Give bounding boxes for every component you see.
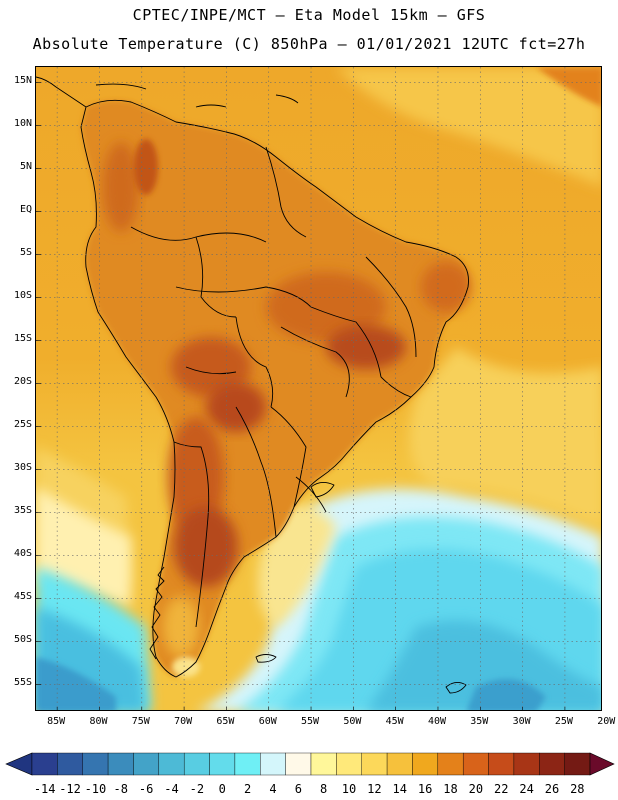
map-canvas xyxy=(36,67,601,710)
colorbar-high-end-triangle xyxy=(589,752,615,776)
coastline-overlay xyxy=(36,76,469,694)
colorbar-label: 18 xyxy=(443,782,458,796)
colorbar-swatch xyxy=(285,752,312,776)
colorbar-swatch xyxy=(209,752,236,776)
colorbar-swatch xyxy=(488,752,515,776)
latitude-label: EQ xyxy=(19,204,32,216)
latitude-label: 50S xyxy=(13,634,32,646)
colorbar-label: 4 xyxy=(269,782,277,796)
colorbar-label: 10 xyxy=(341,782,357,796)
patagonia-north-hot xyxy=(174,507,238,587)
colorbar-swatch xyxy=(437,752,464,776)
latitude-label: 5N xyxy=(19,161,32,173)
longitude-label: 40W xyxy=(427,716,446,727)
colorbar-swatch xyxy=(361,752,388,776)
latitude-label: 25S xyxy=(13,419,32,431)
colorbar-label: -8 xyxy=(113,782,128,796)
colorbar-label: 22 xyxy=(493,782,509,796)
colorbar-label: -12 xyxy=(59,782,81,796)
longitude-label: 60W xyxy=(258,716,277,727)
colorbar-label: 28 xyxy=(570,782,585,796)
colombia-very-hot xyxy=(134,139,158,195)
colorbar-swatch xyxy=(133,752,160,776)
colorbar-label: 6 xyxy=(294,782,302,796)
south-atlantic-cold-core xyxy=(466,678,546,710)
northwest-argentina-hot xyxy=(168,417,224,537)
latitude-label: 10S xyxy=(13,290,32,302)
colorbar-label: -2 xyxy=(189,782,205,796)
colorbar-swatch xyxy=(564,752,591,776)
bolivia-hot xyxy=(171,337,251,397)
longitude-label: 80W xyxy=(89,716,108,727)
colorbar-swatch xyxy=(336,752,362,776)
northeast-brazil-hot xyxy=(421,262,471,312)
colorbar-label: 24 xyxy=(519,782,534,796)
colorbar-swatch xyxy=(234,752,261,776)
colorbar-label: 20 xyxy=(468,782,484,796)
longitude-label: 85W xyxy=(47,716,66,727)
colorbar-label: -14 xyxy=(33,782,56,796)
colorbar-swatch xyxy=(31,752,58,776)
colorbar-swatch xyxy=(513,752,540,776)
colorbar-swatch xyxy=(539,752,565,776)
latitude-label: 15S xyxy=(13,333,32,345)
longitude-label: 30W xyxy=(512,716,531,727)
southeast-pacific-coldest xyxy=(36,657,116,710)
latitude-label: 55S xyxy=(13,677,32,689)
central-brazil-very-hot xyxy=(326,325,406,369)
colorbar-label: 0 xyxy=(218,782,226,796)
colorbar-label: 26 xyxy=(544,782,560,796)
longitude-label: 75W xyxy=(131,716,150,727)
colorbar-swatch xyxy=(82,752,109,776)
temperature-colorbar xyxy=(5,752,615,776)
colorbar-label: 12 xyxy=(367,782,382,796)
latitude-label: 5S xyxy=(19,247,32,259)
longitude-label: 55W xyxy=(301,716,320,727)
colorbar-swatch xyxy=(57,752,83,776)
lat-lon-grid xyxy=(36,67,601,710)
colorbar-swatch xyxy=(183,752,210,776)
latitude-label: 20S xyxy=(13,376,32,388)
northern-andes-hot xyxy=(103,142,139,232)
caribbean-hot-patch xyxy=(536,67,601,107)
latitude-label: 15N xyxy=(13,75,32,87)
colorbar-label: -4 xyxy=(164,782,179,796)
colorbar-low-end-triangle xyxy=(5,752,33,776)
colorbar-swatch xyxy=(158,752,185,776)
latitude-label: 35S xyxy=(13,505,32,517)
longitude-label: 20W xyxy=(597,716,616,727)
colorbar-swatch xyxy=(386,752,413,776)
longitude-label: 45W xyxy=(385,716,404,727)
longitude-label: 50W xyxy=(343,716,362,727)
south-atlantic-yellow xyxy=(409,347,601,527)
longitude-label: 70W xyxy=(174,716,193,727)
colorbar-label: -6 xyxy=(138,782,154,796)
chart-title-line-2: Absolute Temperature (C) 850hPa – 01/01/… xyxy=(32,35,586,53)
tierra-del-fuego-mild xyxy=(172,657,200,677)
chart-title-line-1: CPTEC/INPE/MCT – Eta Model 15km – GFS xyxy=(132,6,486,24)
latitude-label: 30S xyxy=(13,462,32,474)
colorbar-label: 8 xyxy=(320,782,328,796)
central-brazil-hot xyxy=(266,272,386,342)
colorbar-label: 16 xyxy=(417,782,433,796)
latitude-label: 40S xyxy=(13,548,32,560)
longitude-label: 25W xyxy=(554,716,573,727)
latitude-label: 10N xyxy=(13,118,32,130)
longitude-label: 35W xyxy=(470,716,489,727)
colorbar-swatch xyxy=(107,752,134,776)
latitude-label: 45S xyxy=(13,591,32,603)
colorbar-swatch xyxy=(412,752,439,776)
colorbar-swatch xyxy=(260,752,286,776)
colorbar-swatch xyxy=(462,752,489,776)
colorbar-label: 2 xyxy=(243,782,252,796)
colorbar-swatch xyxy=(310,752,337,776)
longitude-label: 65W xyxy=(216,716,235,727)
southern-patagonia-warm xyxy=(163,597,199,657)
temperature-map xyxy=(35,66,602,711)
north-atlantic-warm-band xyxy=(336,67,601,187)
colorbar-label: 14 xyxy=(392,782,407,796)
colorbar-label: -10 xyxy=(84,782,107,796)
south-atlantic-core xyxy=(367,620,601,710)
